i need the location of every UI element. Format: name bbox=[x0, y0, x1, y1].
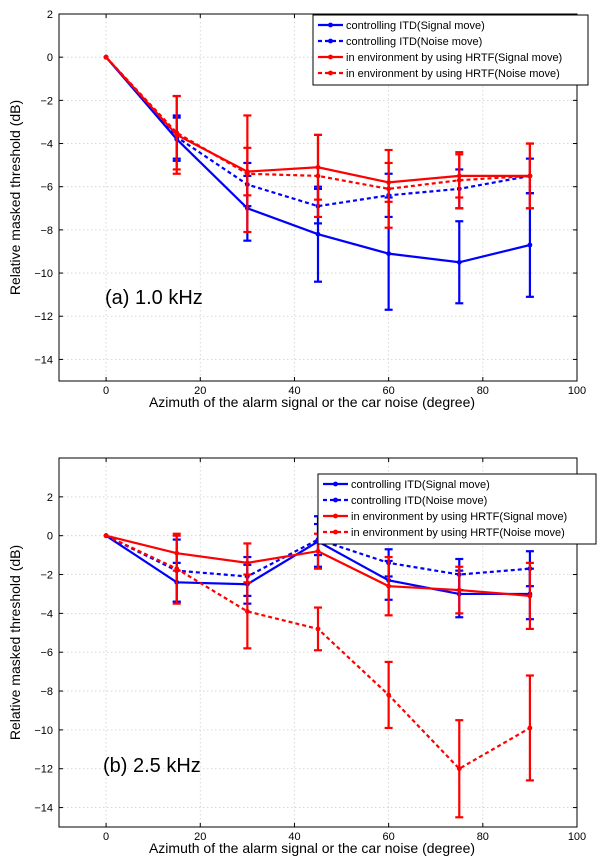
legend-marker bbox=[333, 497, 338, 503]
data-point bbox=[386, 583, 392, 589]
data-point bbox=[103, 54, 109, 60]
y-tick-label: −6 bbox=[40, 647, 53, 659]
y-tick-label: −6 bbox=[40, 182, 53, 194]
legend-entry: in environment by using HRTF(Signal move… bbox=[346, 52, 562, 64]
y-tick-label: −2 bbox=[40, 95, 53, 107]
data-point bbox=[456, 177, 462, 183]
data-point bbox=[315, 548, 321, 554]
y-tick-label: −12 bbox=[34, 311, 53, 323]
y-tick-label: −8 bbox=[40, 225, 53, 237]
legend-box bbox=[312, 14, 589, 86]
legend-marker bbox=[328, 22, 333, 28]
y-tick-label: −12 bbox=[34, 764, 53, 776]
panel-label: (b) 2.5 kHz bbox=[103, 755, 201, 777]
legend-marker bbox=[333, 481, 338, 487]
legend-entry: controlling ITD(Noise move) bbox=[346, 36, 482, 48]
data-point bbox=[315, 173, 321, 179]
legend-entry: in environment by using HRTF(Noise move) bbox=[351, 527, 565, 539]
x-tick-label: 100 bbox=[568, 831, 586, 843]
x-tick-label: 100 bbox=[568, 385, 586, 397]
x-tick-label: 60 bbox=[383, 385, 395, 397]
x-axis-label: Azimuth of the alarm signal or the car n… bbox=[149, 394, 475, 410]
data-point bbox=[315, 626, 321, 632]
x-tick-label: 60 bbox=[383, 831, 395, 843]
y-tick-label: −8 bbox=[40, 686, 53, 698]
series-4 bbox=[103, 532, 534, 819]
x-tick-label: 0 bbox=[103, 831, 109, 843]
y-tick-label: 2 bbox=[47, 492, 53, 504]
data-point bbox=[386, 186, 392, 192]
data-point bbox=[244, 609, 250, 614]
legend-marker bbox=[328, 38, 333, 44]
x-tick-label: 20 bbox=[194, 385, 206, 397]
panel-label: (a) 1.0 kHz bbox=[105, 287, 203, 309]
data-point bbox=[527, 242, 533, 248]
y-tick-label: −14 bbox=[34, 803, 53, 815]
data-point bbox=[386, 251, 392, 257]
data-point bbox=[527, 173, 533, 179]
y-tick-label: −10 bbox=[34, 268, 53, 280]
y-axis-label: Relative masked threshold (dB) bbox=[7, 545, 23, 740]
data-point bbox=[456, 766, 462, 772]
axes-box bbox=[58, 457, 578, 828]
legend-entry: in environment by using HRTF(Noise move) bbox=[346, 68, 560, 80]
y-tick-label: 0 bbox=[47, 531, 53, 543]
y-tick-label: −4 bbox=[40, 139, 53, 151]
legend-entry: in environment by using HRTF(Signal move… bbox=[351, 511, 567, 523]
legend-marker bbox=[333, 513, 338, 519]
x-tick-label: 80 bbox=[477, 831, 489, 843]
legend-marker bbox=[333, 529, 338, 535]
data-point bbox=[456, 587, 462, 593]
series-4 bbox=[103, 54, 534, 234]
data-point bbox=[456, 259, 462, 265]
y-tick-label: −2 bbox=[40, 570, 53, 582]
legend-marker bbox=[328, 54, 333, 60]
y-tick-label: −14 bbox=[34, 354, 53, 366]
data-point bbox=[386, 692, 392, 698]
legend-entry: controlling ITD(Signal move) bbox=[351, 479, 490, 491]
legend: controlling ITD(Signal move) controlling … bbox=[312, 14, 589, 86]
y-tick-label: 0 bbox=[47, 52, 53, 64]
axes-box bbox=[58, 13, 578, 382]
data-point bbox=[527, 725, 533, 731]
legend-marker bbox=[328, 70, 333, 76]
legend-entry: controlling ITD(Signal move) bbox=[346, 20, 485, 32]
y-tick-label: 2 bbox=[47, 9, 53, 21]
data-point bbox=[174, 130, 180, 136]
data-point bbox=[103, 533, 109, 539]
x-tick-label: 40 bbox=[288, 831, 300, 843]
x-tick-label: 40 bbox=[288, 385, 300, 397]
x-tick-label: 20 bbox=[194, 831, 206, 843]
y-axis-label: Relative masked threshold (dB) bbox=[7, 100, 23, 295]
legend-entry: controlling ITD(Noise move) bbox=[351, 495, 487, 507]
x-tick-label: 0 bbox=[103, 385, 109, 397]
legend-box bbox=[317, 473, 597, 545]
data-point bbox=[174, 566, 180, 572]
x-axis-label: Azimuth of the alarm signal or the car n… bbox=[149, 840, 475, 856]
data-point bbox=[244, 560, 250, 566]
data-point bbox=[527, 593, 533, 599]
legend: controlling ITD(Signal move) controlling … bbox=[317, 473, 597, 545]
data-point bbox=[315, 231, 321, 237]
y-tick-label: −10 bbox=[34, 725, 53, 737]
x-tick-label: 80 bbox=[477, 385, 489, 397]
y-tick-label: −4 bbox=[40, 608, 53, 620]
data-point bbox=[244, 171, 250, 177]
